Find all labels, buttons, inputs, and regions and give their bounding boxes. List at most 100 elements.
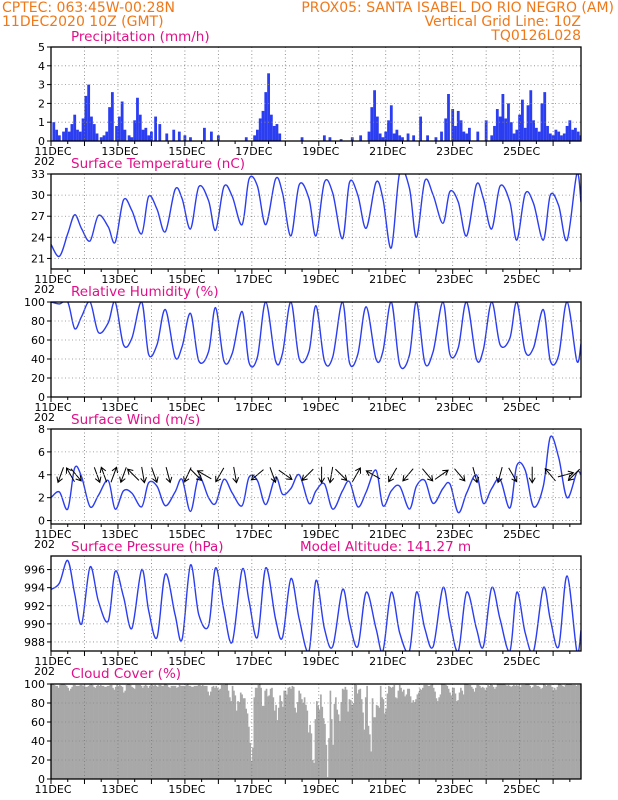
y-tick-label: 0 <box>38 773 45 786</box>
cloud-bar <box>321 706 324 779</box>
cloud-bar <box>574 684 576 779</box>
cloud-bar <box>487 684 489 779</box>
precip-bar <box>90 116 93 141</box>
cloud-bar <box>388 685 390 779</box>
precip-bar <box>419 116 423 141</box>
precip-bar <box>532 120 535 141</box>
precip-bar <box>244 137 248 141</box>
cloud-bar <box>356 693 359 779</box>
cloud-bar <box>442 684 445 779</box>
cloud-bar <box>311 760 314 779</box>
x-tick-label: 17DEC <box>235 273 272 286</box>
cloud-bar <box>494 688 496 779</box>
wind-arrow <box>454 468 466 482</box>
cloud-bar <box>265 688 268 779</box>
cloud-bar <box>248 726 250 779</box>
cloud-bar <box>165 684 167 779</box>
header-station: PROX05: SANTA ISABEL DO RIO NEGRO (AM) <box>301 0 614 16</box>
cloud-bar <box>154 684 156 779</box>
precip-bar <box>576 131 580 141</box>
wind-frame <box>50 428 582 525</box>
cloud-bar <box>199 684 201 779</box>
cloud-bar <box>549 684 552 779</box>
x-tick-label: 13DEC <box>101 401 138 414</box>
precip-bar <box>115 125 118 141</box>
precip-bar <box>529 90 533 141</box>
cloud-bar <box>101 685 103 779</box>
cloud-bar <box>238 702 241 779</box>
panel-precipitation: Precipitation (mm/h) 0 1 2 3 4 5 11DEC 13DEC 15D… <box>34 29 582 168</box>
x-tick-label: 19DEC <box>302 145 339 158</box>
cloud-bar <box>65 685 68 779</box>
cloud-bar <box>195 685 197 779</box>
cloud-bar <box>305 704 307 779</box>
y-tick-label: 40 <box>31 353 45 366</box>
cloud-bar <box>55 685 57 779</box>
cloud-bar <box>522 684 525 779</box>
cloud-bar <box>106 685 109 779</box>
cloud-bar <box>325 744 328 779</box>
cloud-bar <box>218 689 220 779</box>
x-tick-label: 19DEC <box>302 655 339 668</box>
cloud-bar <box>409 696 412 779</box>
cloud-bar <box>345 689 348 779</box>
precip-bar <box>560 135 563 141</box>
cloud-bar <box>337 714 340 779</box>
x-tick-label: 15DEC <box>168 528 205 541</box>
y-tick-label: 4 <box>38 60 45 73</box>
cloud-bar <box>363 729 366 779</box>
cloud-bar <box>333 703 336 779</box>
cloud-bar <box>135 684 137 779</box>
cloud-bar <box>234 695 237 779</box>
x-tick-label: 11DEC <box>34 401 71 414</box>
cloud-bar <box>547 684 549 779</box>
y-tick-label: 40 <box>31 735 45 748</box>
cloud-bar <box>277 707 280 779</box>
y-tick-label: 60 <box>31 334 45 347</box>
wind-plot-area <box>51 435 581 514</box>
y-tick-label: 2 <box>38 97 45 110</box>
header-model: TQ0126L028 <box>490 28 581 44</box>
cloud-bar <box>260 687 262 779</box>
cloud-bar <box>377 705 379 779</box>
cloud-bar <box>90 684 93 779</box>
precip-bar <box>99 137 103 141</box>
precip-bar <box>105 131 109 141</box>
cloud-bar <box>529 685 532 779</box>
cloud-bar <box>273 710 276 779</box>
cloud-bar <box>355 684 358 779</box>
cloud-bar <box>71 686 74 779</box>
header-coordinates: CPTEC: 063:45W-00:28N <box>2 0 175 16</box>
cloud-bar <box>282 706 284 779</box>
cloud-bar <box>435 698 438 779</box>
precip-bar <box>571 129 575 141</box>
x-tick-label: 21DEC <box>369 783 406 796</box>
cloud-bar <box>578 684 580 779</box>
cloud-bar <box>257 684 260 779</box>
cloud-bar <box>60 684 63 779</box>
cloud-bar <box>310 733 313 779</box>
cloud-bar <box>231 685 234 779</box>
precip-bar <box>557 131 561 141</box>
wind-line <box>51 435 581 514</box>
cloud-bar <box>324 723 326 779</box>
cloud-bar <box>453 687 455 779</box>
wind-arrow <box>196 470 212 480</box>
precip-bar <box>562 133 566 141</box>
cloud-bar <box>205 685 208 779</box>
cloud-bar <box>157 686 159 779</box>
cloud-bar <box>553 687 556 779</box>
cloud-bar <box>254 687 257 779</box>
x-tick-label: 19DEC <box>302 528 339 541</box>
cloud-bar <box>496 684 499 779</box>
precip-bar <box>490 135 494 141</box>
cloud-bar <box>74 684 76 779</box>
y-tick-label: 3 <box>38 79 45 92</box>
cloud-bar <box>167 686 170 779</box>
precip-bar <box>261 110 265 141</box>
precip-bar <box>367 131 371 141</box>
cloud-bar <box>133 688 136 779</box>
cloud-bar <box>506 685 508 779</box>
cloud-bar <box>370 751 373 779</box>
